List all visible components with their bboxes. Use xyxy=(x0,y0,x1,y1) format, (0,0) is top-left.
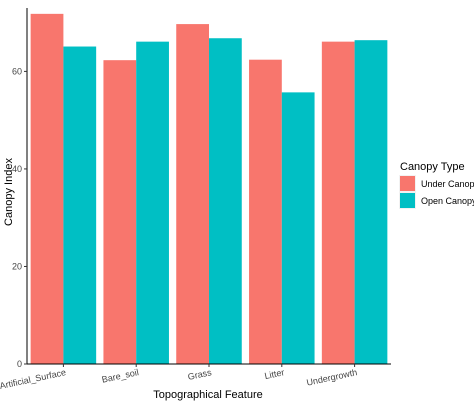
x-tick-label-litter: Litter xyxy=(264,367,286,381)
x-axis-title: Topographical Feature xyxy=(153,389,262,401)
y-tick-label: 0 xyxy=(17,359,22,369)
y-axis-title: Canopy Index xyxy=(3,158,15,226)
legend: Canopy Type Under Canopy Open Canopy xyxy=(399,161,474,209)
legend-label-under-canopy: Under Canopy xyxy=(421,179,474,189)
legend-swatch-under-canopy xyxy=(400,176,415,191)
bar-Grass-open-canopy xyxy=(209,38,242,364)
legend-title: Canopy Type xyxy=(400,161,465,173)
bar-Undergrowth-open-canopy xyxy=(354,40,388,364)
y-tick-label: 20 xyxy=(12,261,22,271)
legend-swatch-open-canopy xyxy=(400,193,415,208)
bar-Artificial_Surface-open-canopy xyxy=(63,46,97,364)
x-tick-label-undergrowth: Undergrowth xyxy=(306,367,358,387)
bar-Bare_soil-open-canopy xyxy=(136,41,169,364)
y-tick-label: 60 xyxy=(12,66,22,76)
bar-Bare_soil-under-canopy xyxy=(103,60,137,365)
bar-Artificial_Surface-under-canopy xyxy=(30,13,64,365)
bar-Undergrowth-under-canopy xyxy=(321,41,355,364)
bar-Litter-open-canopy xyxy=(281,92,315,364)
y-tick-label: 40 xyxy=(12,164,22,174)
x-ticks: Artificial_Surface Bare_soil Grass Litter Un… xyxy=(0,364,358,391)
bars xyxy=(30,13,388,365)
x-tick-label-bare_soil: Bare_soil xyxy=(101,367,140,385)
x-tick-label-artificial_surface: Artificial_Surface xyxy=(0,367,67,391)
x-tick-label-grass: Grass xyxy=(187,367,213,382)
y-ticks: 0 20 40 60 xyxy=(12,66,27,369)
bar-Grass-under-canopy xyxy=(176,24,209,365)
legend-label-open-canopy: Open Canopy xyxy=(421,196,474,206)
bar-Litter-under-canopy xyxy=(249,59,282,365)
